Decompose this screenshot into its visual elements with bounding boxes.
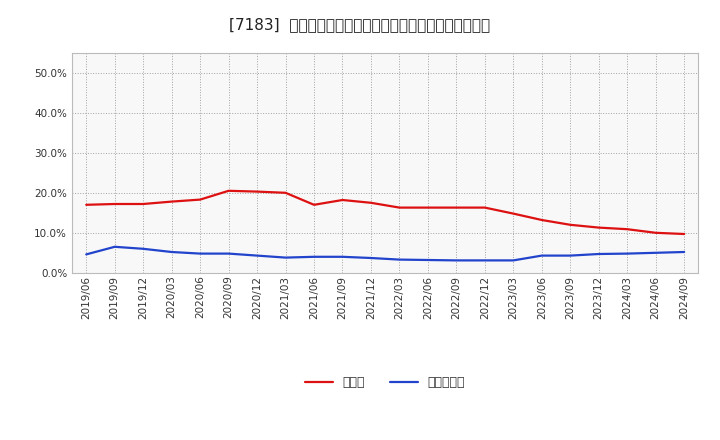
有利子負債: [366, 255, 375, 260]
有利子負債: [452, 258, 461, 263]
現顔金: [253, 189, 261, 194]
現顔金: [167, 199, 176, 204]
有利子負債: [509, 258, 518, 263]
有利子負債: [566, 253, 575, 258]
現顔金: [623, 227, 631, 232]
現顔金: [652, 230, 660, 235]
有利子負債: [595, 251, 603, 257]
有利子負債: [253, 253, 261, 258]
現顔金: [423, 205, 432, 210]
現顔金: [82, 202, 91, 207]
有利子負債: [480, 258, 489, 263]
現顔金: [566, 222, 575, 227]
有利子負債: [139, 246, 148, 251]
現顔金: [537, 217, 546, 223]
現顔金: [139, 202, 148, 207]
有利子負債: [167, 249, 176, 255]
現顔金: [225, 188, 233, 194]
現顔金: [366, 200, 375, 205]
Line: 有利子負債: 有利子負債: [86, 247, 684, 260]
有利子負債: [680, 249, 688, 255]
有利子負債: [652, 250, 660, 256]
有利子負債: [196, 251, 204, 256]
現顔金: [395, 205, 404, 210]
Legend: 現顔金, 有利子負債: 現顔金, 有利子負債: [300, 371, 470, 394]
現顔金: [595, 225, 603, 230]
有利子負債: [338, 254, 347, 260]
有利子負債: [225, 251, 233, 256]
有利子負債: [310, 254, 318, 260]
有利子負債: [537, 253, 546, 258]
有利子負債: [82, 252, 91, 257]
有利子負債: [423, 257, 432, 263]
現顔金: [282, 190, 290, 195]
現顔金: [480, 205, 489, 210]
現顔金: [110, 202, 119, 207]
有利子負債: [623, 251, 631, 256]
Line: 現顔金: 現顔金: [86, 191, 684, 234]
現顔金: [196, 197, 204, 202]
現顔金: [509, 211, 518, 216]
現顔金: [338, 198, 347, 203]
有利子負債: [395, 257, 404, 262]
Text: [7183]  現顔金、有利子負債の総資産に対する比率の推移: [7183] 現顔金、有利子負債の総資産に対する比率の推移: [230, 18, 490, 33]
現顔金: [452, 205, 461, 210]
現顔金: [680, 231, 688, 237]
現顔金: [310, 202, 318, 207]
有利子負債: [282, 255, 290, 260]
有利子負債: [110, 244, 119, 249]
